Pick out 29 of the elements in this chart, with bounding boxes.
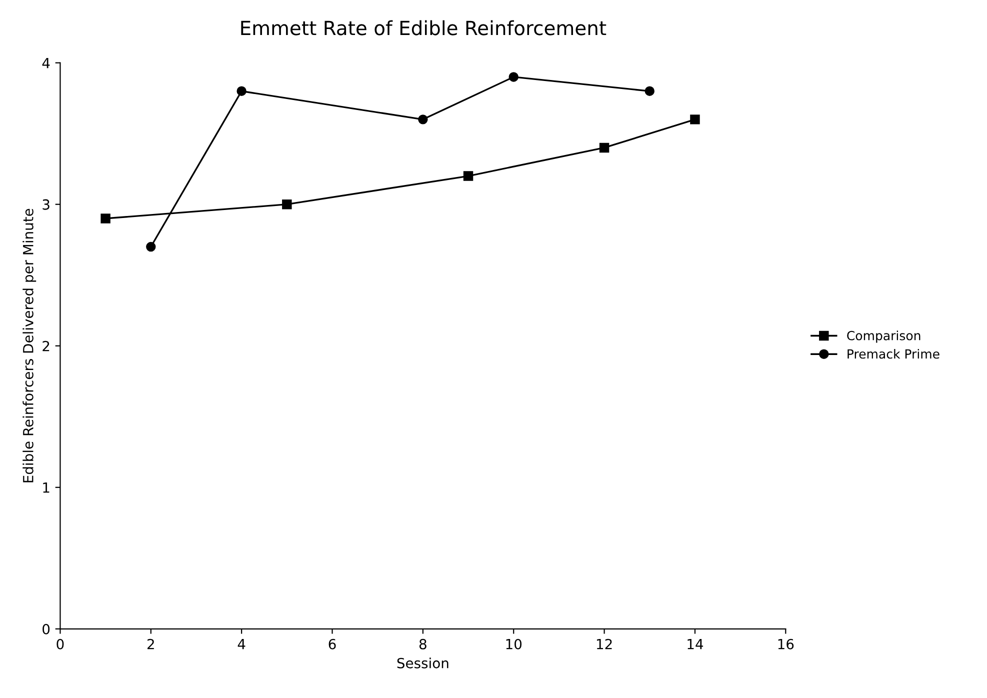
x-tick-label: 6 [328,638,336,650]
y-axis-title: Edible Reinforcers Delivered per Minute [22,208,36,482]
x-tick-label: 10 [506,638,522,650]
x-axis-title: Session [397,658,448,668]
point [463,171,474,181]
y-tick-label: 4 [42,58,50,68]
legend-label: Premack Prime [848,348,940,359]
point [644,86,654,96]
point [100,214,110,224]
x-tick-label: 16 [778,638,794,650]
y-tick-label: 2 [42,340,50,352]
x-tick-label: 4 [238,639,246,650]
y-tick-label: 1 [43,482,50,493]
x-tick-label: 12 [596,638,612,650]
point [599,142,610,153]
point [146,242,156,252]
point [690,114,700,124]
point [236,86,246,96]
chart-title: Emmett Rate of Edible Reinforcement [241,20,606,36]
legend-label: Comparison [847,330,920,343]
x-tick-label: 14 [688,639,704,650]
x-tick-label: 0 [56,638,64,650]
x-tick-label: 2 [147,638,154,650]
point [508,72,518,82]
x-tick-label: 8 [419,638,426,650]
point [418,114,428,124]
point [282,199,292,210]
y-tick-label: 3 [42,199,50,210]
y-tick-label: 0 [42,624,50,634]
